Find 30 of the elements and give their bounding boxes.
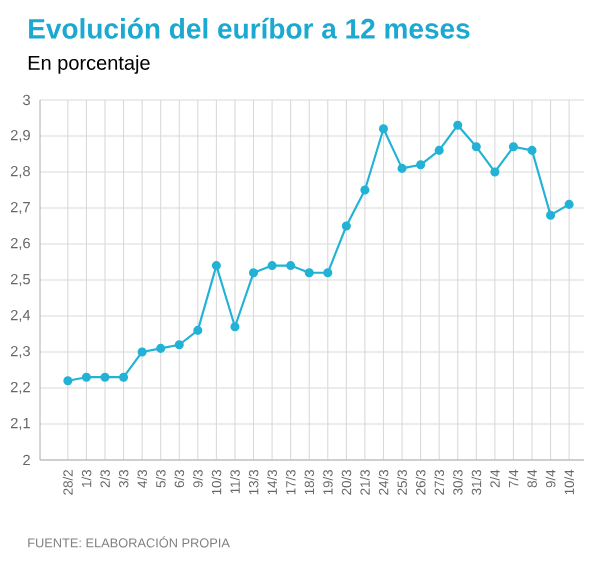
point [527,145,537,155]
point [471,142,481,152]
chart-title: Evolución del euríbor a 12 meses [29,17,470,39]
point [378,124,389,134]
point [546,210,556,220]
point [230,322,240,332]
point [63,376,73,386]
point [119,372,129,382]
point [156,343,166,353]
point [323,268,333,278]
point [100,372,110,382]
point [248,268,259,278]
point [397,163,407,173]
point [341,221,351,231]
chart-subtitle: En porcentaje [28,55,150,74]
point [193,325,203,335]
point [416,160,426,170]
point [211,261,221,271]
point [81,372,91,382]
point [286,261,296,271]
point [564,199,574,209]
point [304,268,314,278]
point [174,340,184,350]
point [137,347,147,357]
point [360,185,370,195]
point [453,120,463,130]
point [434,145,444,155]
point [267,261,277,271]
point [508,142,518,152]
point [490,167,500,177]
